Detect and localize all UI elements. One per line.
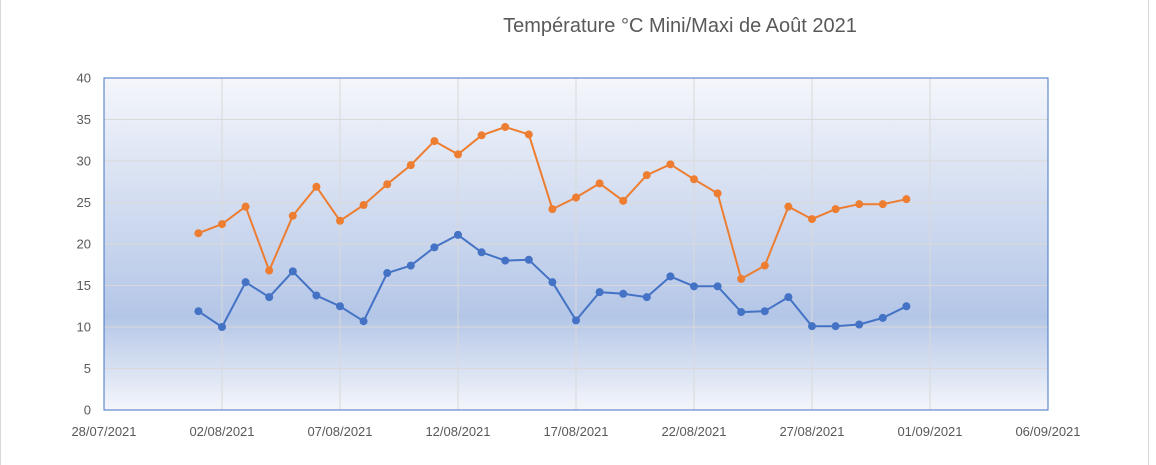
data-point (619, 289, 628, 298)
frame-edge-left (0, 0, 1, 465)
y-tick-label: 40 (77, 71, 91, 86)
data-point (288, 267, 297, 276)
x-tick-label: 22/08/2021 (661, 424, 726, 439)
data-point (666, 272, 675, 281)
data-point (784, 202, 793, 211)
chart-title: Température °C Mini/Maxi de Août 2021 (503, 15, 857, 37)
data-point (241, 202, 250, 211)
data-point (737, 308, 746, 317)
y-tick-label: 10 (77, 320, 91, 335)
data-point (548, 205, 557, 214)
data-point (713, 282, 722, 291)
data-point (194, 307, 203, 316)
data-point (265, 293, 274, 302)
data-point (642, 171, 651, 180)
data-point (855, 320, 864, 329)
data-point (902, 302, 911, 311)
data-point (501, 122, 510, 131)
data-point (336, 302, 344, 311)
data-point (524, 130, 533, 139)
data-point (406, 161, 415, 170)
data-point (690, 175, 698, 184)
plot-border (103, 77, 1049, 411)
data-point (831, 205, 840, 214)
data-point (336, 216, 344, 225)
data-point (831, 322, 840, 331)
x-tick-label: 28/07/2021 (71, 424, 136, 439)
data-point (454, 150, 462, 159)
data-point (501, 256, 510, 265)
data-point (878, 313, 887, 322)
data-point (690, 282, 698, 291)
series-1 (194, 122, 911, 283)
data-point (595, 179, 604, 188)
data-point (430, 243, 439, 252)
y-tick-label: 25 (77, 195, 91, 210)
data-point (383, 269, 392, 278)
x-axis-ticks: 28/07/2021 02/08/2021 07/08/2021 12/08/2021… (71, 424, 1080, 439)
data-point (642, 293, 651, 302)
data-point (288, 211, 297, 220)
x-tick-label: 27/08/2021 (779, 424, 844, 439)
data-point (359, 200, 368, 209)
data-point (855, 200, 864, 209)
y-tick-label: 15 (77, 278, 91, 293)
x-tick-label: 17/08/2021 (543, 424, 608, 439)
series-2 (194, 230, 911, 331)
data-point (713, 189, 722, 198)
data-point (808, 322, 816, 331)
x-tick-label: 01/09/2021 (897, 424, 962, 439)
x-tick-label: 02/08/2021 (189, 424, 254, 439)
x-tick-label: 07/08/2021 (307, 424, 372, 439)
data-point (477, 248, 486, 257)
y-axis-ticks: 0 5 10 15 20 25 30 35 40 (77, 71, 91, 418)
x-tick-label: 12/08/2021 (425, 424, 490, 439)
data-point (359, 317, 368, 326)
data-point (241, 278, 250, 287)
y-tick-label: 30 (77, 154, 91, 169)
data-point (383, 180, 392, 189)
data-point (878, 200, 887, 209)
data-point (572, 316, 580, 325)
y-tick-label: 0 (84, 403, 91, 418)
data-point (430, 137, 439, 146)
data-point (784, 293, 793, 302)
x-tick-label: 06/09/2021 (1015, 424, 1080, 439)
data-point (548, 278, 557, 287)
data-point (666, 160, 675, 169)
frame-edge-right (1148, 0, 1149, 465)
data-point (808, 215, 816, 224)
data-point (406, 261, 415, 270)
series-layer (194, 122, 911, 331)
data-point (265, 266, 274, 275)
data-point (454, 230, 462, 239)
data-point (760, 307, 769, 316)
data-point (902, 195, 911, 204)
data-point (737, 274, 746, 283)
data-point (760, 261, 769, 270)
data-point (218, 323, 226, 331)
y-tick-label: 5 (84, 361, 91, 376)
data-point (595, 288, 604, 297)
data-point (194, 229, 203, 238)
data-point (619, 196, 628, 205)
y-tick-label: 35 (77, 112, 91, 127)
data-point (477, 131, 486, 140)
data-point (572, 193, 580, 202)
data-point (524, 255, 533, 264)
data-point (218, 220, 226, 229)
data-point (312, 182, 321, 191)
data-point (312, 291, 321, 300)
y-tick-label: 20 (77, 237, 91, 252)
